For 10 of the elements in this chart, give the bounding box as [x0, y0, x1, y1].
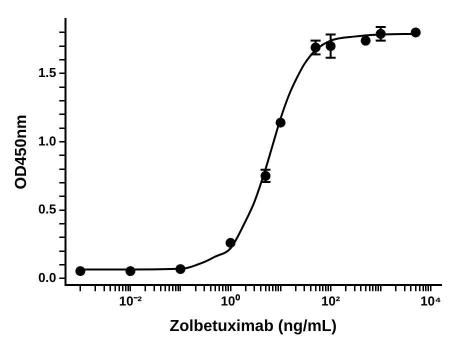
- y-tick-label: 0.5: [38, 202, 56, 217]
- x-tick-label: 10²: [321, 294, 341, 309]
- x-tick-label: 10⁴: [420, 294, 442, 309]
- y-axis-title: OD450nm: [13, 114, 30, 190]
- x-axis-title: Zolbetuximab (ng/mL): [170, 318, 337, 335]
- x-tick-label: 10⁻²: [119, 294, 142, 309]
- y-tick-label: 1.5: [38, 65, 56, 80]
- y-tick-label: 1.0: [38, 133, 56, 148]
- x-tick-label: 10⁰: [220, 294, 240, 309]
- y-tick-label: 0.0: [38, 270, 56, 285]
